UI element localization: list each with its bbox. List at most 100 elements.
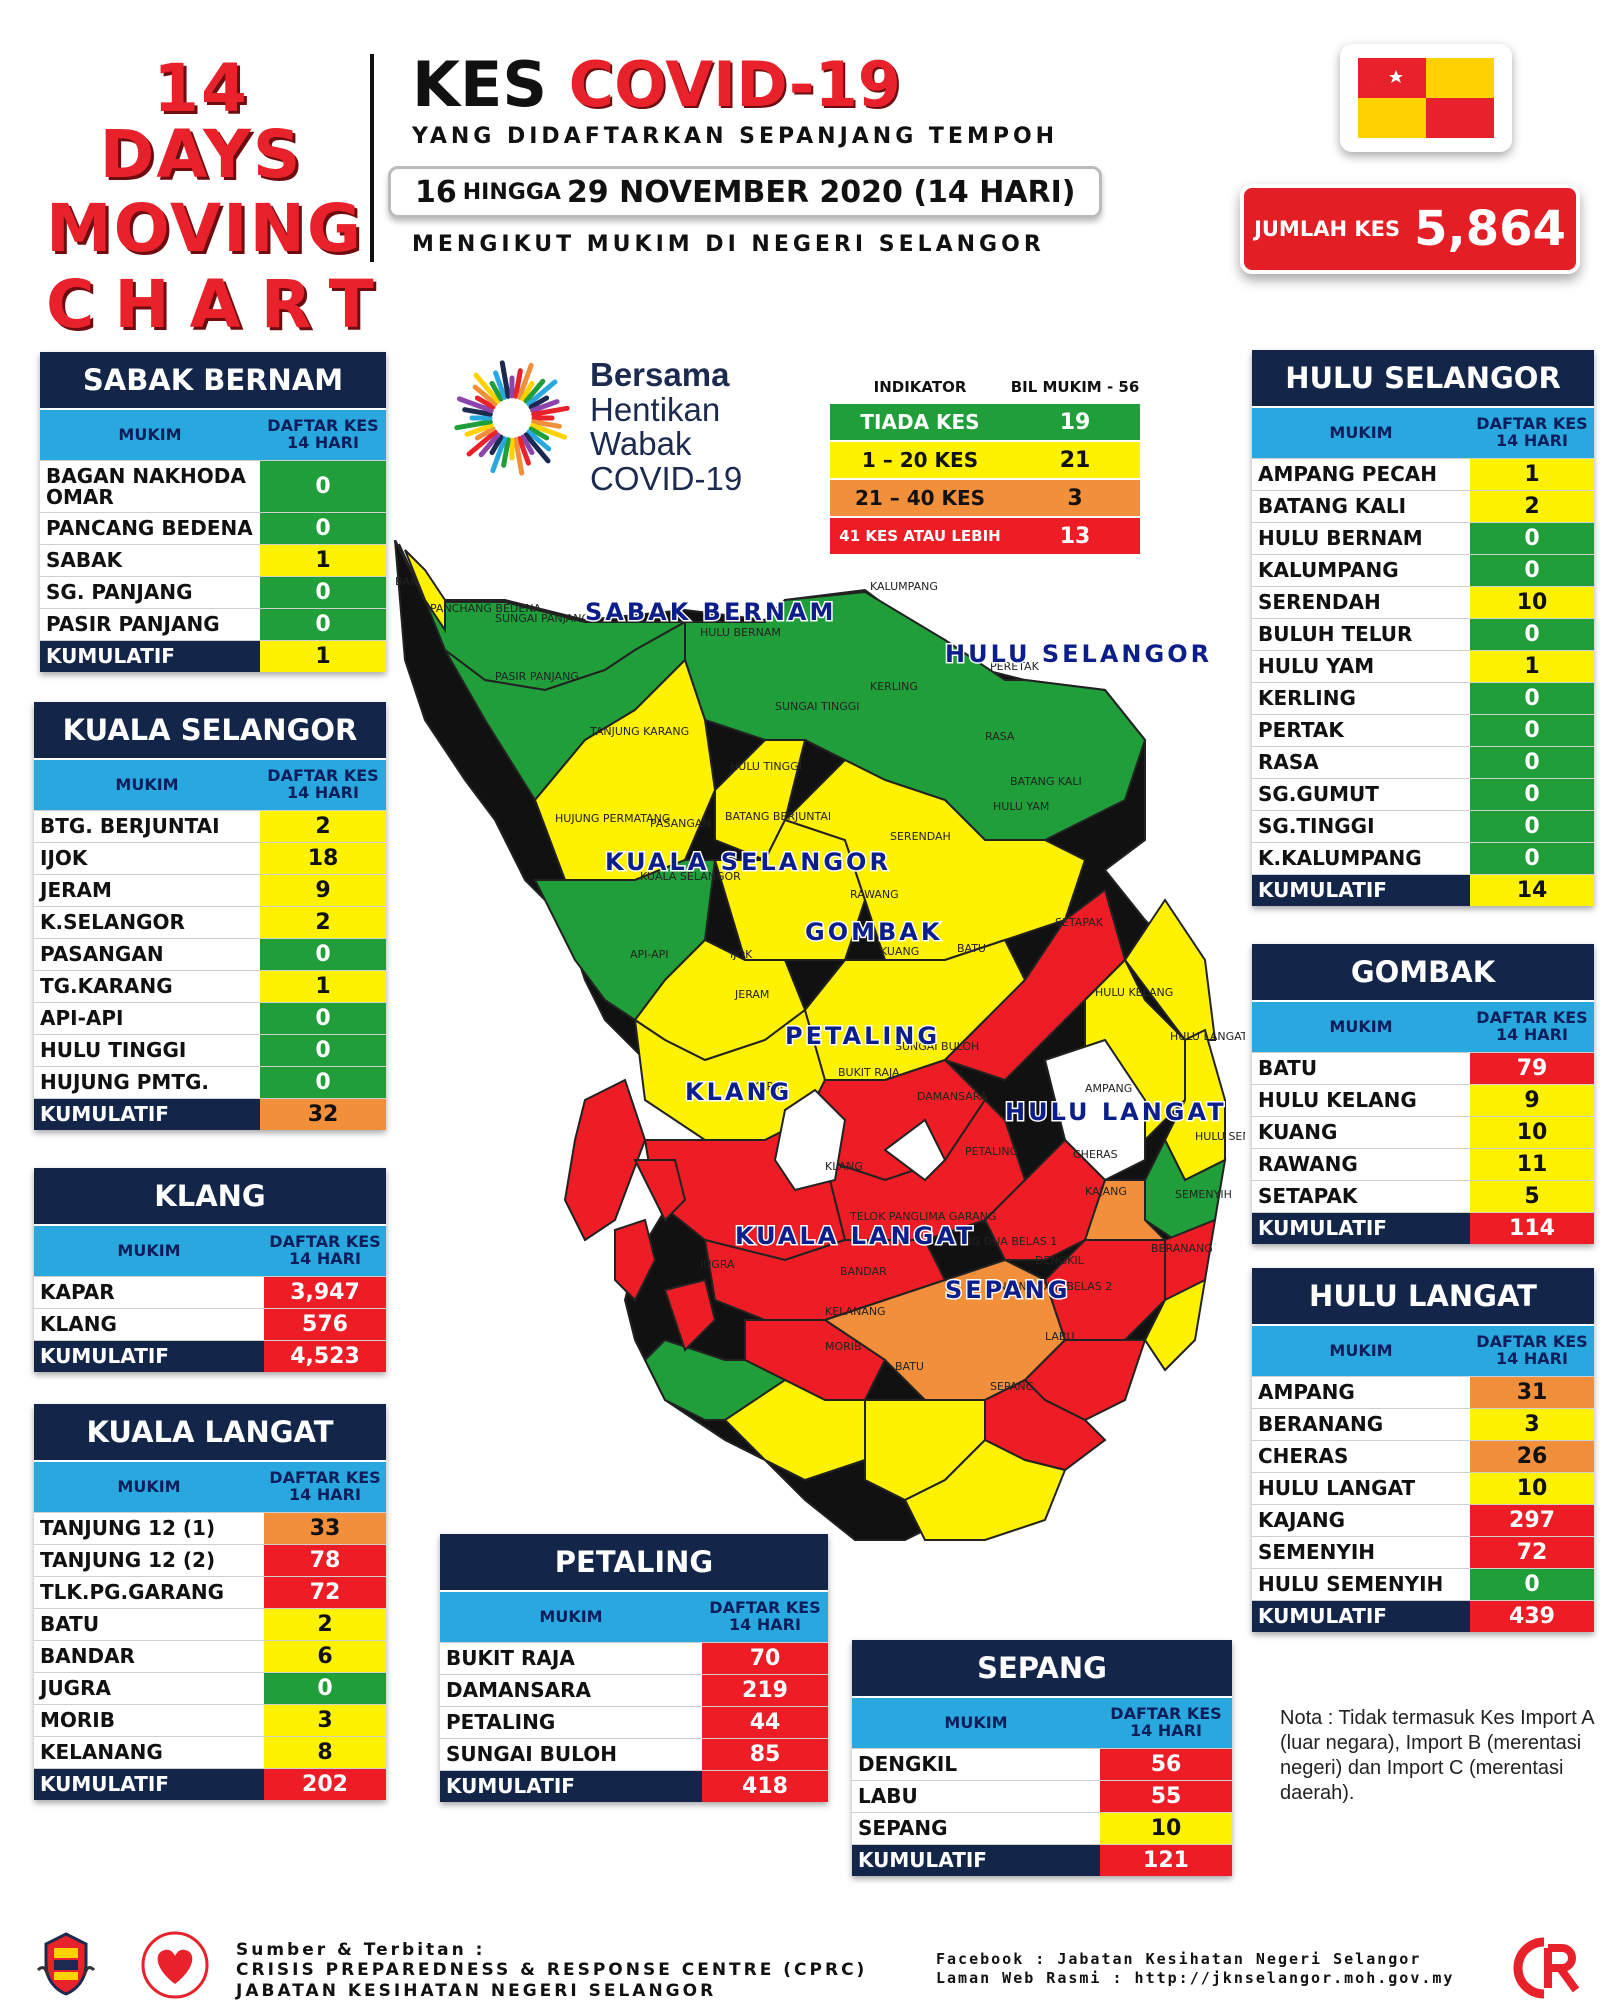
mukim-name: HULU TINGGI (34, 1035, 260, 1066)
kumulatif-label: KUMULATIF (1252, 1601, 1470, 1632)
header-daftar: DAFTAR KES 14 HARI (1470, 408, 1594, 458)
table-row: SETAPAK 5 (1252, 1180, 1594, 1212)
table-row: KERLING 0 (1252, 682, 1594, 714)
website-link[interactable]: Laman Web Rasmi : http://jknselangor.moh… (936, 1968, 1455, 1987)
moving-label: MOVING (46, 190, 364, 267)
kumulatif-value: 114 (1470, 1213, 1594, 1244)
header-daftar: DAFTAR KES 14 HARI (1470, 1002, 1594, 1052)
table-row: BATU 79 (1252, 1052, 1594, 1084)
mukim-cases: 0 (1470, 779, 1594, 810)
table-row: PERTAK 0 (1252, 714, 1594, 746)
header-mukim: MUKIM (1329, 422, 1393, 442)
mukim-name: KAJANG (1252, 1505, 1470, 1536)
footer-contact: Facebook : Jabatan Kesihatan Negeri Sela… (936, 1950, 1454, 1988)
cprc-logo-icon (1513, 1937, 1580, 1999)
table-row: BANDAR 6 (34, 1640, 386, 1672)
table-row: SUNGAI BULOH 85 (440, 1738, 828, 1770)
map-mukim-label: IJOK (730, 948, 753, 961)
mukim-cases: 6 (264, 1641, 386, 1672)
header-daftar-line1: DAFTAR KES (267, 766, 379, 786)
mukim-name: AMPANG PECAH (1252, 459, 1470, 490)
table-row: DAMANSARA 219 (440, 1674, 828, 1706)
map-mukim-label: JERAM (734, 988, 769, 1001)
table-row: KELANANG 8 (34, 1736, 386, 1768)
table-row: KAJANG 297 (1252, 1504, 1594, 1536)
table-header: MUKIM DAFTAR KES 14 HARI (34, 758, 386, 810)
table-row: API-API 0 (34, 1002, 386, 1034)
mukim-name: HUJUNG PMTG. (34, 1067, 260, 1098)
map-mukim-label: SUNGAI TINGGI (775, 700, 860, 713)
chart-word: CHART (46, 266, 394, 343)
mukim-cases: 33 (264, 1513, 386, 1544)
header-daftar-line1: DAFTAR KES (1476, 414, 1588, 434)
indicator-head-right: BIL MUKIM - 56 (1010, 378, 1140, 396)
table-row: HULU TINGGI 0 (34, 1034, 386, 1066)
mukim-cases: 3 (264, 1705, 386, 1736)
mukim-cases: 18 (260, 843, 386, 874)
logo-line1: Bersama (590, 356, 730, 393)
table-row: JUGRA 0 (34, 1672, 386, 1704)
header-mukim: MUKIM (539, 1606, 603, 1626)
indicator-row: 41 KES ATAU LEBIH 13 (830, 518, 1140, 556)
kumulatif-value: 418 (702, 1771, 828, 1802)
kumulatif-label: KUMULATIF (34, 1341, 264, 1372)
mukim-name: BATU (34, 1609, 264, 1640)
panel-title: SABAK BERNAM (40, 352, 386, 408)
kumulatif-value: 202 (264, 1769, 386, 1800)
header-daftar-line2: 14 HARI (1496, 1349, 1568, 1368)
kumulatif-label: KUMULATIF (40, 641, 260, 672)
indicator-row: 1 – 20 KES 21 (830, 442, 1140, 480)
panel-sabak-bernam: SABAK BERNAM MUKIM DAFTAR KES 14 HARI BAGAN … (40, 352, 386, 672)
map-mukim-label: AMPANG (1085, 1082, 1132, 1095)
mukim-cases: 2 (264, 1609, 386, 1640)
mukim-cases: 70 (702, 1643, 828, 1674)
table-header: MUKIM DAFTAR KES 14 HARI (852, 1696, 1232, 1748)
header-mukim: MUKIM (1329, 1340, 1393, 1360)
mukim-name: SUNGAI BULOH (440, 1739, 702, 1770)
mukim-name: LABU (852, 1781, 1100, 1812)
header-daftar: DAFTAR KES 14 HARI (264, 1462, 386, 1512)
map-mukim-label: DAMANSARA (917, 1090, 988, 1103)
mukim-cases: 31 (1470, 1377, 1594, 1408)
indicator-count: 3 (1010, 480, 1140, 516)
mukim-cases: 0 (260, 609, 386, 640)
map-mukim-label: SETAPAK (1055, 916, 1104, 929)
sepang-region (903, 1438, 1067, 1541)
mukim-name: BUKIT RAJA (440, 1643, 702, 1674)
kumulatif-value: 121 (1100, 1845, 1232, 1876)
mukim-name: HULU LANGAT (1252, 1473, 1470, 1504)
map-mukim-label: BAK (395, 575, 418, 588)
table-row: K.SELANGOR 2 (34, 906, 386, 938)
panel-gombak: GOMBAK MUKIM DAFTAR KES 14 HARI BATU 79 HULU K… (1252, 944, 1594, 1244)
indicator-row: TIADA KES 19 (830, 404, 1140, 442)
date-start: 16 (415, 174, 457, 210)
mukim-name: TANJUNG 12 (1) (34, 1513, 264, 1544)
header-mukim: MUKIM (944, 1712, 1008, 1732)
header-daftar-line1: DAFTAR KES (709, 1598, 821, 1618)
table-row: RASA 0 (1252, 746, 1594, 778)
table-header: MUKIM DAFTAR KES 14 HARI (440, 1590, 828, 1642)
island-4 (663, 1278, 717, 1352)
indicator-label: 21 – 40 KES (830, 480, 1010, 516)
map-mukim-label: KAPAR (752, 1080, 788, 1093)
page-subtitle: YANG DIDAFTARKAN SEPANJANG TEMPOH (412, 124, 1059, 149)
mukim-cases: 0 (264, 1673, 386, 1704)
map-mukim-label: SERENDAH (890, 830, 951, 843)
mukim-cases: 1 (260, 971, 386, 1002)
header-daftar-line2: 14 HARI (729, 1615, 801, 1634)
mukim-cases: 2 (260, 811, 386, 842)
date-range-box: 16 HINGGA 29 NOVEMBER 2020 (14 HARI) (388, 166, 1102, 218)
table-row: BAGAN NAKHODA OMAR 0 (40, 460, 386, 512)
map-district-label: KUALA SELANGOR (605, 848, 891, 876)
table-row: LABU 55 (852, 1780, 1232, 1812)
date-end: 29 NOVEMBER 2020 (14 HARI) (566, 174, 1076, 210)
mukim-name: SG.GUMUT (1252, 779, 1470, 810)
panel-title: HULU LANGAT (1252, 1268, 1594, 1324)
mukim-name: DENGKIL (852, 1749, 1100, 1780)
table-row: HULU YAM 1 (1252, 650, 1594, 682)
mukim-name: PASIR PANJANG (40, 609, 260, 640)
table-row: HULU KELANG 9 (1252, 1084, 1594, 1116)
mukim-name: K.KALUMPANG (1252, 843, 1470, 874)
page-title: KES COVID-19 (412, 54, 901, 116)
kumulatif-row: KUMULATIF 418 (440, 1770, 828, 1802)
